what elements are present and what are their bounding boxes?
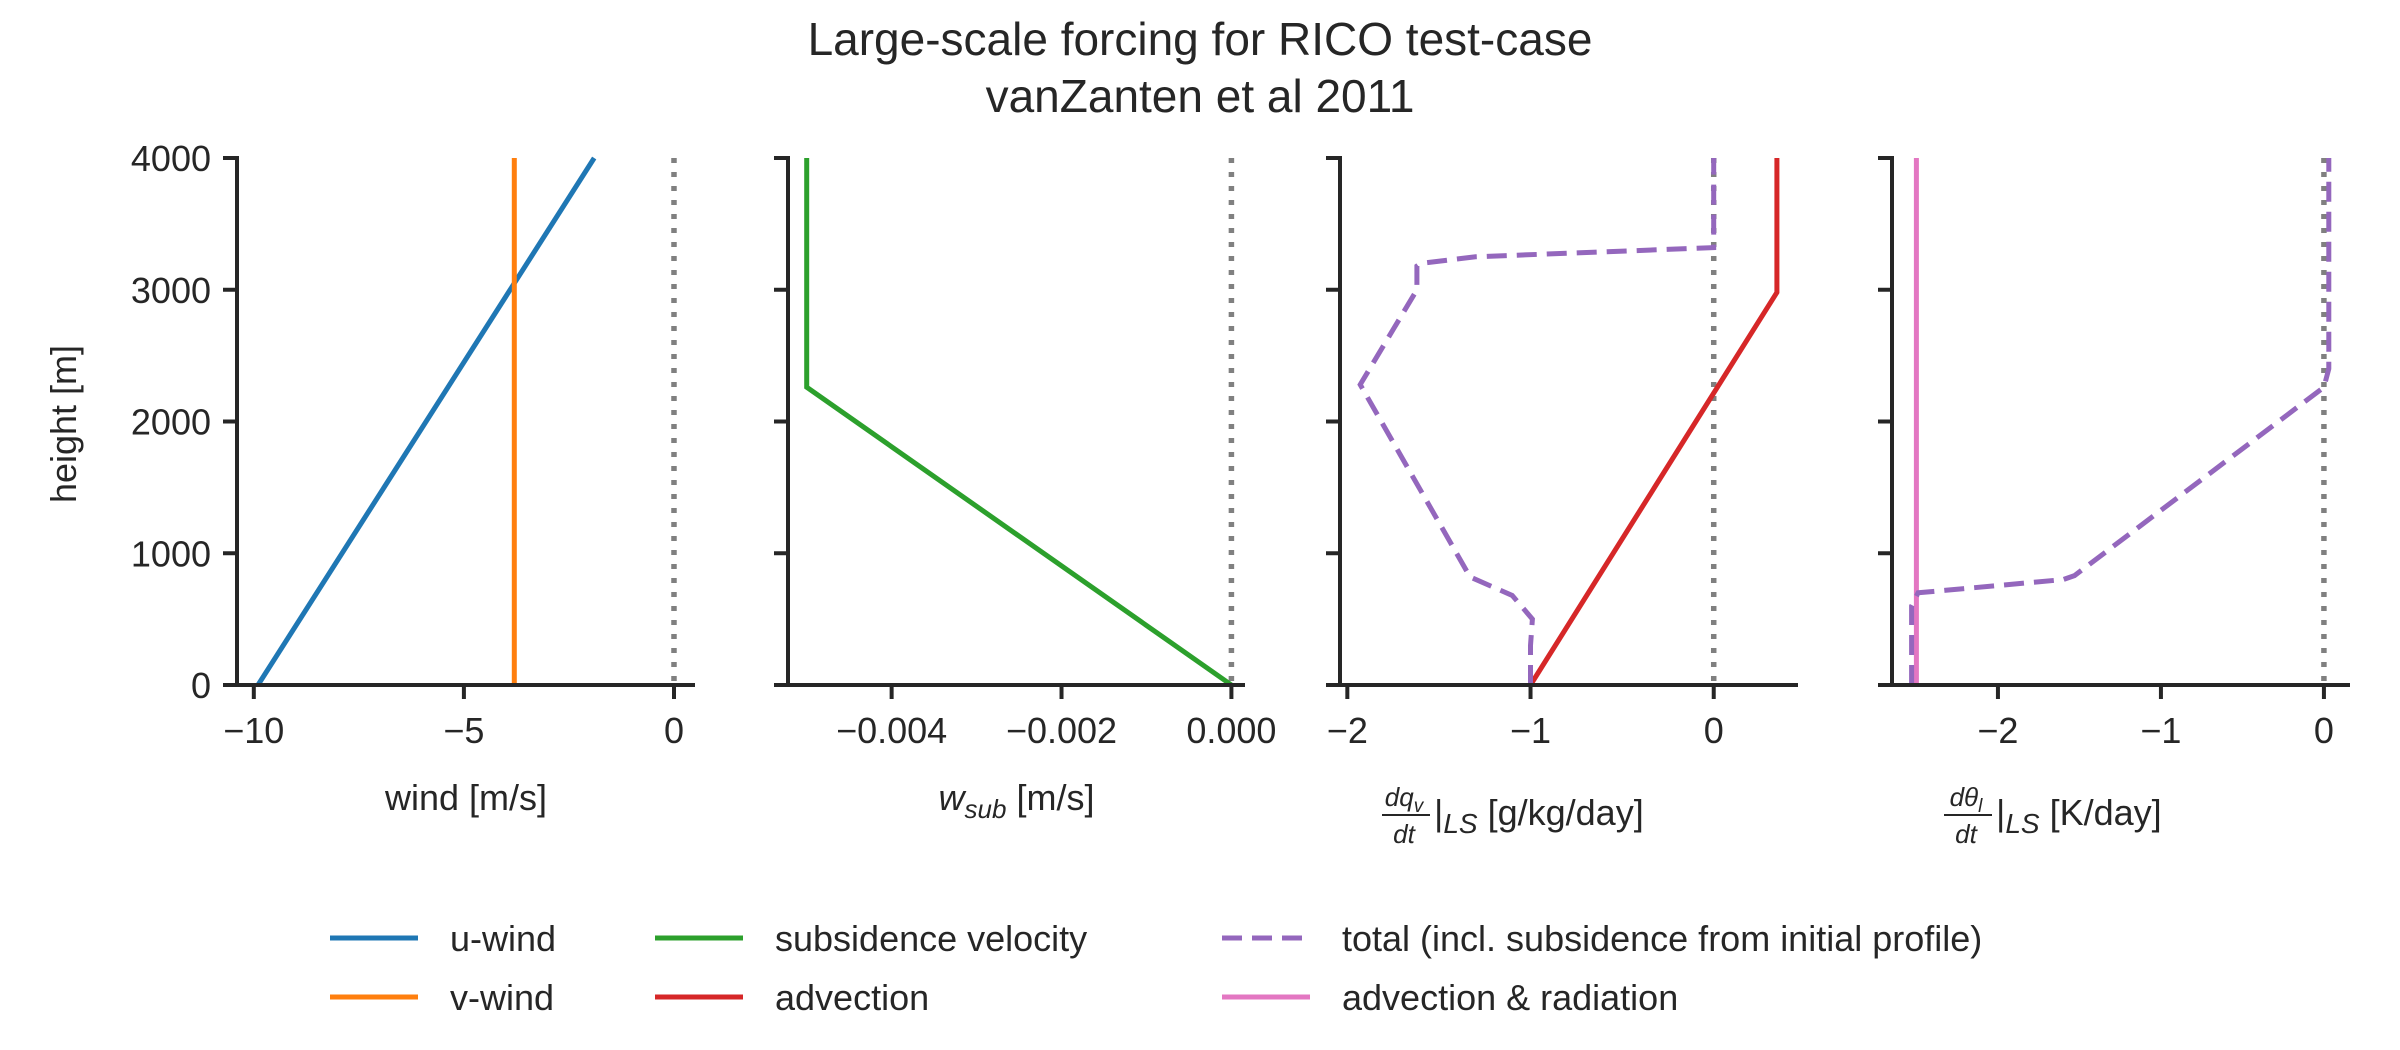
series-line — [804, 158, 1233, 688]
legend: u-wind v-wind subsidence velocity advection… — [330, 918, 1982, 1018]
fraction-numerator: dqv — [1385, 782, 1425, 817]
panel-2: −0.004 −0.002 0.000 wsub [m/s] — [774, 156, 1276, 824]
series-line — [255, 156, 597, 687]
x-axis-label: wind [m/s] — [384, 777, 547, 818]
y-tick-label: 1000 — [131, 533, 211, 574]
x-axis-label-unit: |LS [K/day] — [1996, 792, 2162, 839]
legend-label: v-wind — [450, 977, 554, 1018]
x-tick-label: −1 — [1510, 710, 1551, 751]
x-tick-label: 0 — [1704, 710, 1724, 751]
x-axis-label: wsub [m/s] — [939, 777, 1095, 824]
x-tick-label: −0.002 — [1006, 710, 1117, 751]
x-tick-label: −1 — [2140, 710, 2181, 751]
fraction-numerator: dθl — [1950, 782, 1984, 817]
x-tick-label: −5 — [443, 710, 484, 751]
series-line — [1909, 158, 2332, 685]
x-tick-label: 0.000 — [1186, 710, 1276, 751]
x-axis-label-unit: |LS [g/kg/day] — [1434, 792, 1644, 839]
chart-title-line-2: vanZanten et al 2011 — [986, 70, 1415, 122]
legend-item: subsidence velocity — [655, 918, 1087, 959]
y-tick-label: 4000 — [131, 138, 211, 179]
legend-label: subsidence velocity — [775, 918, 1087, 959]
y-tick-label: 0 — [191, 665, 211, 706]
series-line — [1357, 158, 1717, 685]
y-tick-label: 3000 — [131, 270, 211, 311]
fraction-denominator: dt — [1955, 819, 1978, 849]
fraction-denominator: dt — [1393, 819, 1416, 849]
legend-label: advection — [775, 977, 929, 1018]
legend-item: total (incl. subsidence from initial pro… — [1222, 918, 1982, 959]
legend-item: u-wind — [330, 918, 556, 959]
legend-item: advection — [655, 977, 929, 1018]
legend-item: v-wind — [330, 977, 554, 1018]
x-tick-label: 0 — [664, 710, 684, 751]
x-tick-label: −10 — [223, 710, 284, 751]
series-line — [1528, 158, 1780, 687]
legend-label: total (incl. subsidence from initial pro… — [1342, 918, 1982, 959]
legend-label: u-wind — [450, 918, 556, 959]
x-tick-label: −0.004 — [836, 710, 947, 751]
x-tick-label: −2 — [1977, 710, 2018, 751]
y-axis-label: height [m] — [43, 345, 84, 503]
x-tick-label: 0 — [2314, 710, 2334, 751]
x-tick-label: −2 — [1327, 710, 1368, 751]
chart-title-line-1: Large-scale forcing for RICO test-case — [808, 13, 1593, 65]
legend-label: advection & radiation — [1342, 977, 1678, 1018]
panel-1: 0 1000 2000 3000 4000 −10 −5 0 wind [m/s] — [131, 138, 695, 818]
legend-item: advection & radiation — [1222, 977, 1678, 1018]
y-tick-label: 2000 — [131, 402, 211, 443]
